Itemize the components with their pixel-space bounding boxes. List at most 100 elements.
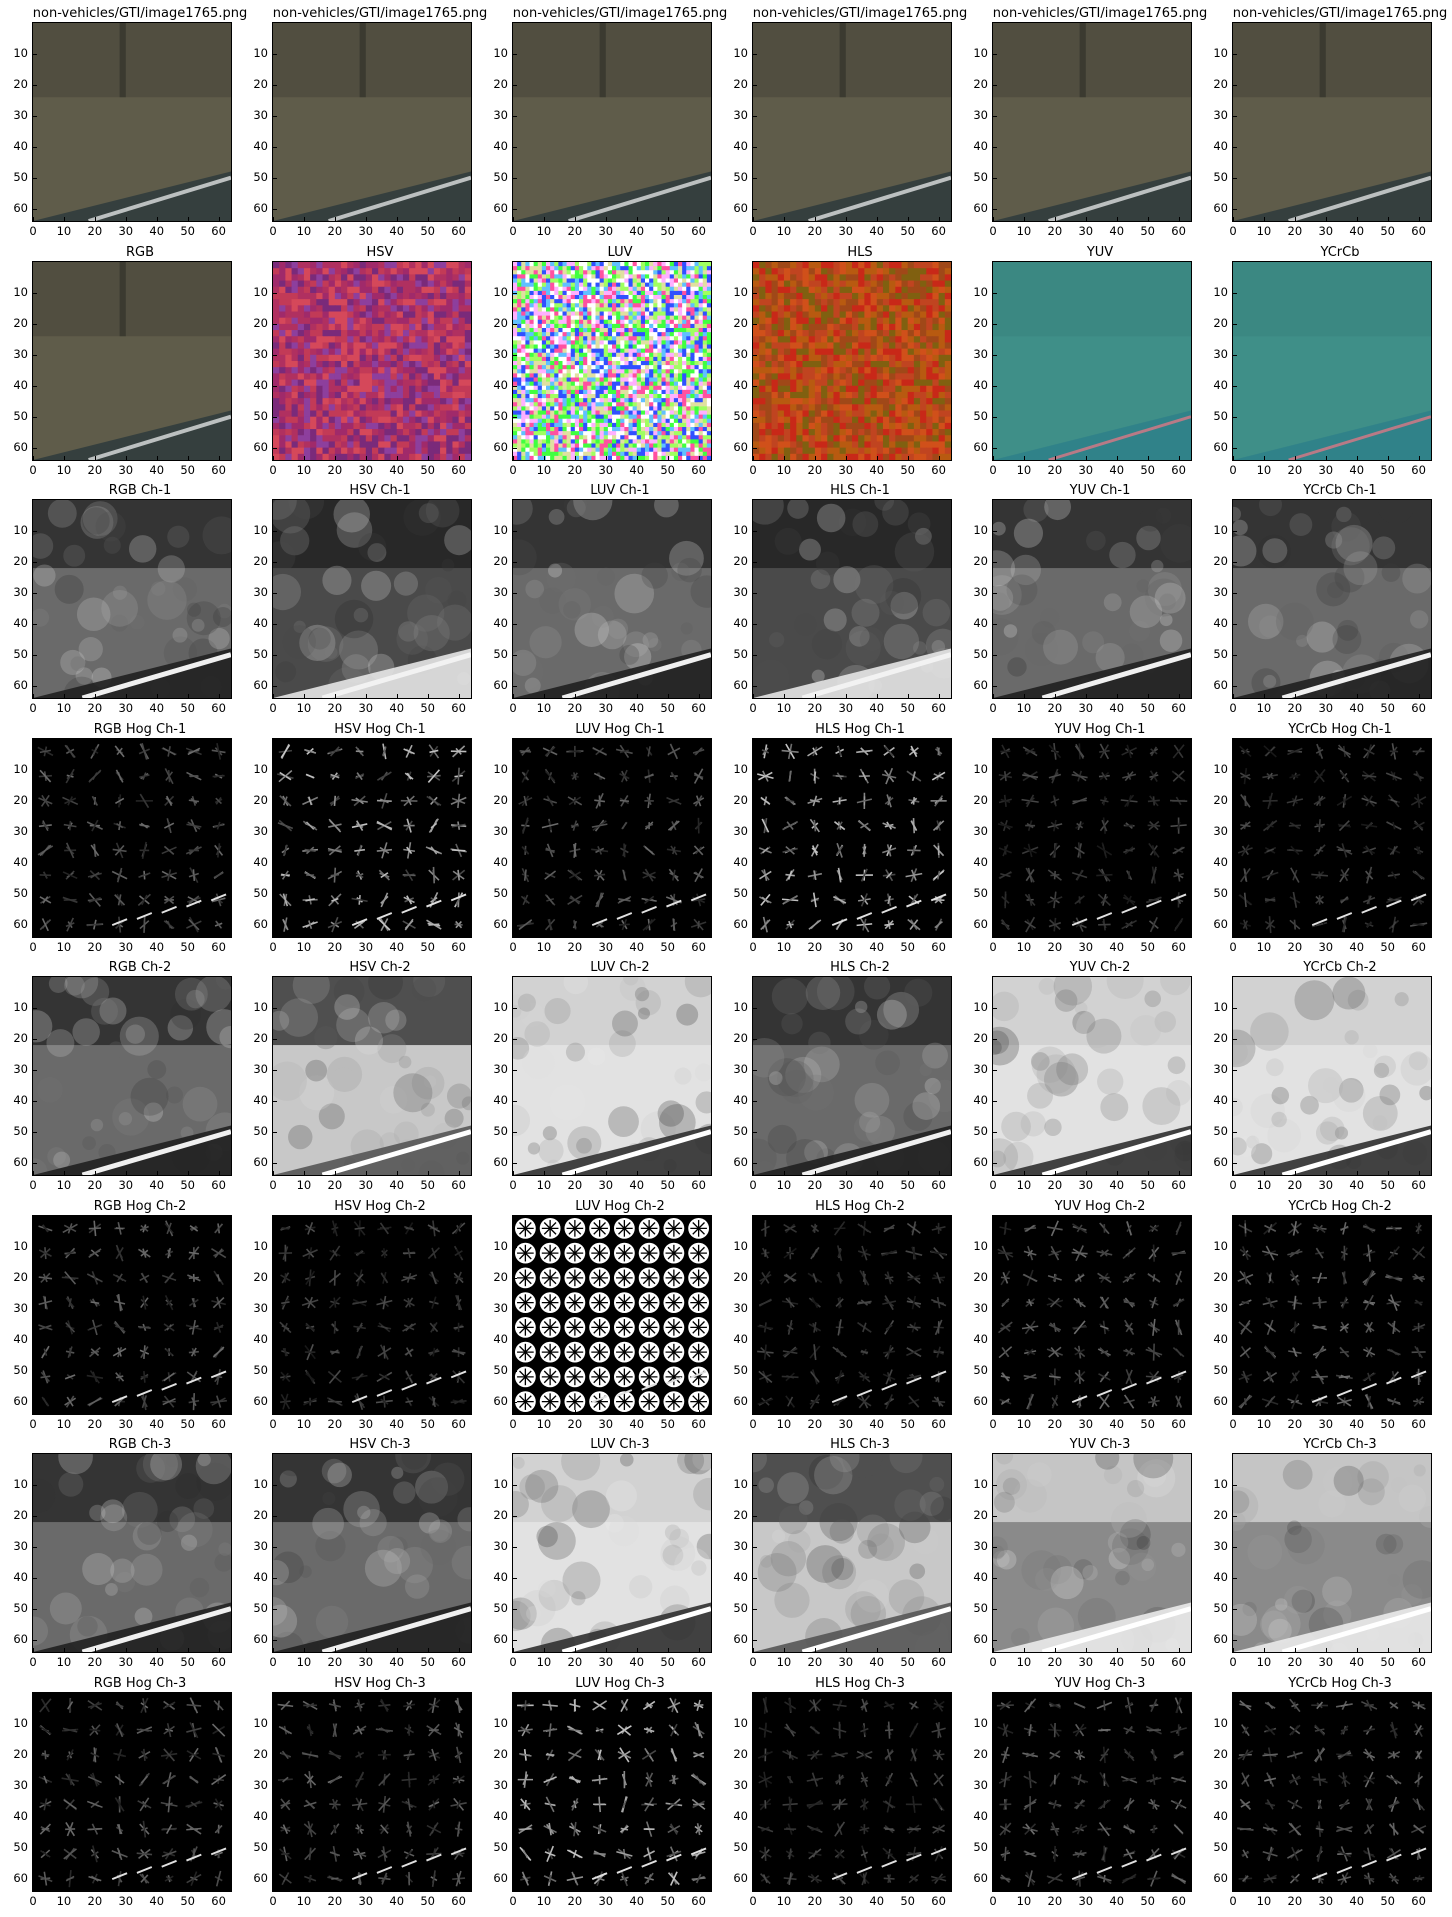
x-tick <box>303 1171 305 1176</box>
x-tick <box>938 1410 940 1415</box>
x-tick-label: 20 <box>807 1894 823 1908</box>
y-tick-label: 10 <box>973 522 988 537</box>
x-tick-label: 50 <box>180 1417 195 1431</box>
x-tick-label: 10 <box>296 701 312 715</box>
y-tick <box>32 924 37 926</box>
x-tick <box>1233 1648 1234 1653</box>
y-tick-label: 20 <box>253 315 268 330</box>
x-tick-label: 20 <box>327 1178 343 1192</box>
y-tick <box>752 385 757 387</box>
y-tick <box>512 1847 517 1849</box>
y-tick <box>992 685 997 687</box>
x-tick <box>218 217 220 222</box>
x-tick-label: 30 <box>838 1417 854 1431</box>
x-tick <box>1147 217 1149 222</box>
y-tick-label: 10 <box>733 1715 748 1730</box>
x-tick-label: 50 <box>180 224 195 238</box>
y-tick-label: 30 <box>13 823 28 838</box>
x-tick-label: 0 <box>29 1894 37 1908</box>
y-tick-label: 20 <box>1213 792 1228 807</box>
y-tick-label: 40 <box>733 1092 748 1107</box>
x-tick-label: 40 <box>1109 1894 1125 1908</box>
y-tick-label: 20 <box>733 1746 748 1761</box>
y-tick <box>1232 1577 1237 1579</box>
x-tick-label: 20 <box>567 1417 583 1431</box>
y-tick-label: 50 <box>973 1600 988 1615</box>
x-tick-label: 30 <box>1318 940 1334 954</box>
x-tick <box>938 933 940 938</box>
x-tick <box>1178 1410 1180 1415</box>
x-tick-label: 40 <box>389 1417 405 1431</box>
y-tick-label: 60 <box>493 1154 508 1169</box>
y-tick-label: 60 <box>13 916 28 931</box>
y-tick <box>272 115 277 117</box>
x-tick-label: 60 <box>1171 224 1186 238</box>
x-tick-label: 20 <box>1287 224 1303 238</box>
subplot-panel: YCrCb Hog Ch-3 0 10 20 30 40 50 60 10 20 30 40 50 60 <box>1213 1676 1452 1913</box>
y-tick <box>272 862 277 864</box>
y-tick-label: 50 <box>733 408 748 423</box>
y-tick <box>992 1816 997 1818</box>
x-tick-label: 20 <box>567 224 583 238</box>
y-tick <box>512 1878 517 1880</box>
x-tick-label: 20 <box>1287 1655 1303 1669</box>
x-tick <box>876 1648 878 1653</box>
x-tick <box>1325 217 1327 222</box>
y-tick <box>512 1484 517 1486</box>
x-tick <box>187 933 189 938</box>
y-tick-label: 40 <box>493 1331 508 1346</box>
y-tick-label: 50 <box>733 885 748 900</box>
x-tick-label: 0 <box>269 1178 277 1192</box>
y-tick <box>32 354 37 356</box>
x-tick-label: 40 <box>869 701 885 715</box>
x-tick <box>187 217 189 222</box>
subplot-image <box>32 976 232 1176</box>
x-tick <box>574 1648 576 1653</box>
y-tick <box>512 292 517 294</box>
y-tick-label: 40 <box>493 1092 508 1107</box>
x-tick-label: 30 <box>838 701 854 715</box>
subplot-image <box>32 738 232 938</box>
x-tick <box>605 217 607 222</box>
x-tick <box>273 694 274 699</box>
y-tick <box>992 447 997 449</box>
x-tick <box>1116 694 1118 699</box>
y-tick <box>752 592 757 594</box>
x-tick <box>845 1410 847 1415</box>
y-tick <box>1232 924 1237 926</box>
x-tick-label: 30 <box>1078 1655 1094 1669</box>
y-tick-label: 40 <box>253 138 268 153</box>
y-tick <box>32 1339 37 1341</box>
x-tick <box>1147 1648 1149 1653</box>
y-tick <box>32 623 37 625</box>
x-tick-label: 20 <box>327 940 343 954</box>
x-tick <box>125 217 127 222</box>
x-tick-label: 40 <box>389 1894 405 1908</box>
y-tick-label: 50 <box>733 1600 748 1615</box>
x-tick-label: 0 <box>29 224 37 238</box>
y-tick <box>512 1162 517 1164</box>
x-tick-label: 60 <box>451 1894 466 1908</box>
y-tick <box>992 1723 997 1725</box>
y-tick <box>1232 1723 1237 1725</box>
y-tick-label: 10 <box>13 761 28 776</box>
y-tick-label: 60 <box>973 1393 988 1408</box>
subplot-image <box>1232 261 1432 461</box>
y-tick-label: 20 <box>733 1269 748 1284</box>
y-tick-label: 60 <box>493 200 508 215</box>
y-tick-label: 10 <box>493 761 508 776</box>
x-tick-label: 50 <box>420 463 435 477</box>
subplot-image <box>992 976 1192 1176</box>
subplot-panel: HLS Hog Ch-1 0 10 20 30 40 50 60 10 20 30 40 50 60 <box>733 722 992 959</box>
x-tick-label: 30 <box>1318 1178 1334 1192</box>
x-tick <box>458 694 460 699</box>
x-tick-label: 0 <box>29 940 37 954</box>
x-tick <box>753 1171 754 1176</box>
y-tick <box>32 1546 37 1548</box>
x-tick-label: 50 <box>660 940 675 954</box>
x-tick-label: 40 <box>1349 224 1365 238</box>
subplot-title: HSV <box>366 245 394 260</box>
y-tick <box>512 592 517 594</box>
x-tick-label: 10 <box>536 463 552 477</box>
x-tick <box>427 1648 429 1653</box>
